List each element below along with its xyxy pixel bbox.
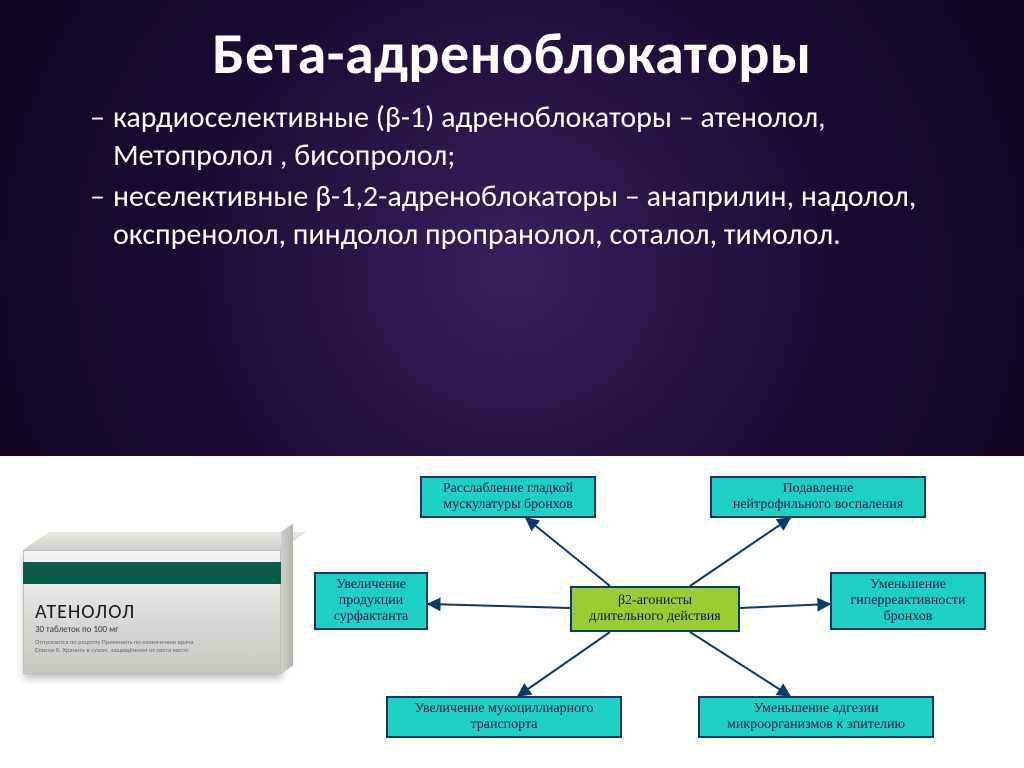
bullet-dash: –	[90, 178, 105, 216]
bullet-list: – кардиоселективные (β-1) адреноблокатор…	[90, 99, 950, 253]
bottom-panel: phs Фармстандарт АТЕНОЛОЛ 30 таблеток по…	[0, 456, 1024, 768]
drug-name: АТЕНОЛОЛ	[35, 600, 135, 624]
drug-subtitle: 30 таблеток по 100 мг	[35, 624, 118, 635]
drug-stripe	[23, 562, 281, 584]
bullet-text: неселективные β-1,2-адреноблокаторы – ан…	[113, 178, 950, 253]
diagram-node: Подавлениенейтрофильного воспаления	[710, 476, 926, 518]
bullet-text: кардиоселективные (β-1) адреноблокаторы …	[113, 99, 950, 174]
drug-image-area: phs Фармстандарт АТЕНОЛОЛ 30 таблеток по…	[0, 456, 290, 768]
drug-fineprint: Отпускается по рецепту Применять по назн…	[35, 638, 195, 654]
diagram-node: Уменьшениегиперреактивностибронхов	[830, 572, 986, 630]
slide-title: Бета-адреноблокаторы	[0, 0, 1024, 89]
bullet-dash: –	[90, 99, 105, 137]
diagram-node: Увеличение мукоциллиарноготранспорта	[386, 696, 622, 738]
effects-diagram: β2-агонистыдлительного действия Расслабле…	[290, 456, 1024, 768]
diagram-node: Увеличениепродукциисурфактанта	[314, 572, 428, 630]
drug-package: phs Фармстандарт АТЕНОЛОЛ 30 таблеток по…	[23, 550, 281, 674]
diagram-center-node: β2-агонистыдлительного действия	[570, 586, 740, 632]
diagram-node: Расслабление гладкоймускулатуры бронхов	[420, 476, 596, 518]
bullet-item: – кардиоселективные (β-1) адреноблокатор…	[90, 99, 950, 174]
diagram-node: Уменьшение адгезиимикроорганизмов к эпит…	[698, 696, 934, 738]
bullet-item: – неселективные β-1,2-адреноблокаторы – …	[90, 178, 950, 253]
